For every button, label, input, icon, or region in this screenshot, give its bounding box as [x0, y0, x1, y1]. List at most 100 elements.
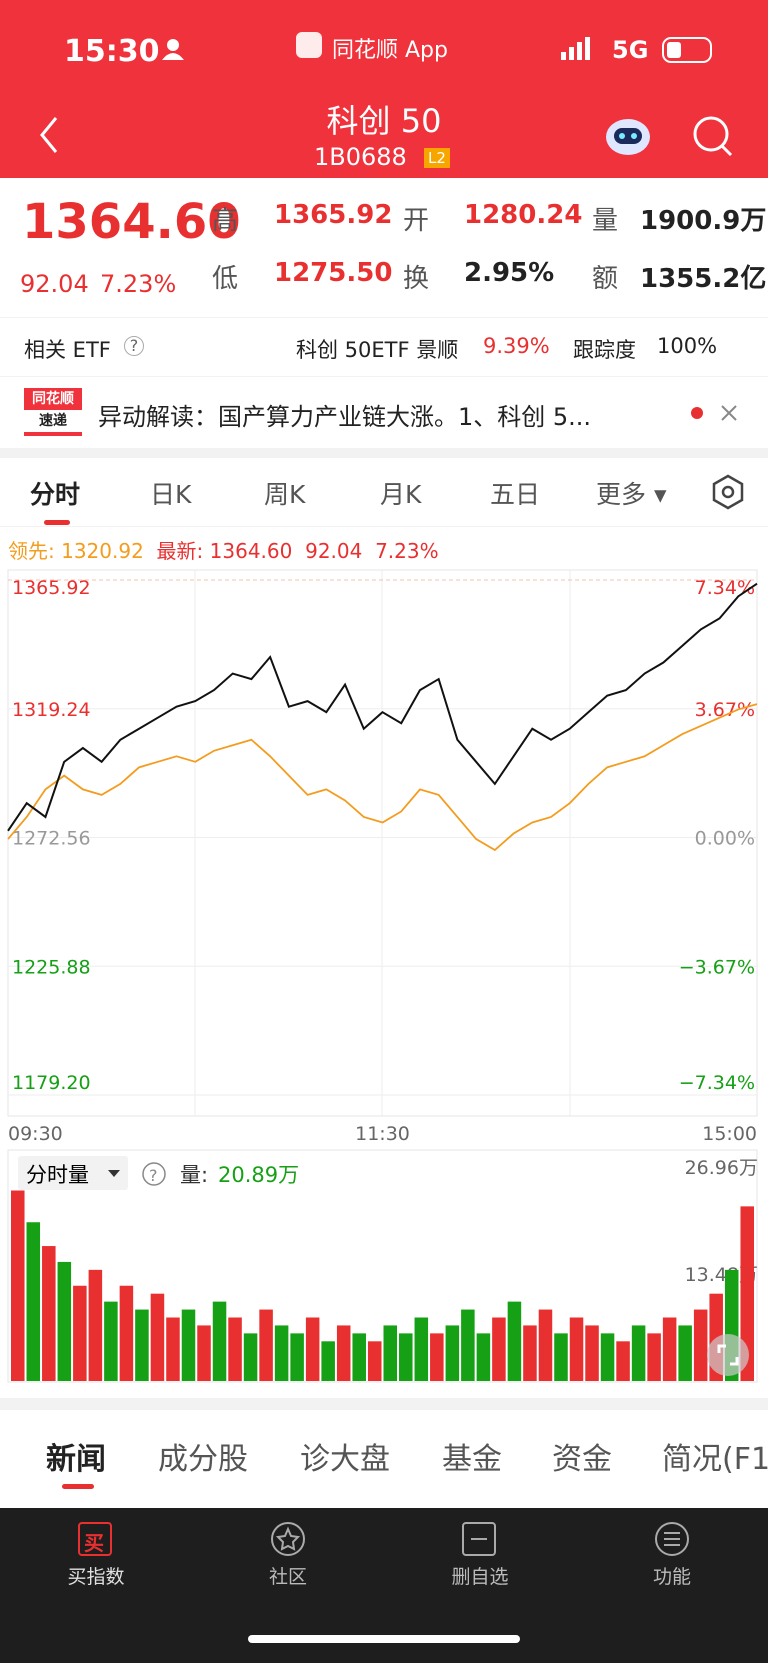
- settings[interactable]: [710, 474, 746, 510]
- etf-name[interactable]: 科创 50ETF 景顺: [296, 338, 459, 362]
- y2-tick-label: 7.34%: [695, 577, 755, 599]
- volume-tick-label: 26.96万: [685, 1157, 758, 1179]
- track-label: 跟踪度: [573, 338, 636, 362]
- volume-bar: [678, 1325, 692, 1381]
- field-label: 低: [212, 264, 239, 294]
- code: 1B0688: [314, 143, 407, 171]
- volume-bar: [243, 1333, 258, 1381]
- header-icons: [40, 32, 733, 157]
- field-label: 额: [592, 264, 619, 294]
- volume-bar: [367, 1341, 382, 1381]
- tab[interactable]: 五日: [490, 480, 541, 509]
- svg-text:?: ?: [149, 1166, 158, 1185]
- y2-tick-label: 0.00%: [695, 828, 755, 850]
- lead: 1320.92: [61, 539, 144, 563]
- volume-bar: [259, 1309, 273, 1381]
- volume-bar: [600, 1333, 615, 1381]
- volume-bar: [631, 1325, 646, 1381]
- volume-bar: [662, 1317, 677, 1381]
- news-tab[interactable]: 简况(F1: [662, 1442, 768, 1477]
- tab[interactable]: 分时: [30, 480, 81, 509]
- y2-tick-label: 3.67%: [695, 699, 755, 721]
- clock: 15:30: [64, 34, 160, 69]
- nav-label[interactable]: 社区: [268, 1566, 307, 1588]
- nav-icon-text: 买: [84, 1531, 104, 1555]
- chart: 分时量 ? 量: 20.89万 1365.92 1319.24 1272.56 122…: [7, 569, 758, 1383]
- pct: 7.23%: [100, 270, 177, 298]
- volume-bar: [336, 1325, 351, 1381]
- volume-bar: [57, 1261, 72, 1381]
- volume-bar: [616, 1341, 630, 1381]
- tab[interactable]: 更多 ▾: [596, 480, 667, 509]
- field-value: 1900.9万: [640, 206, 767, 236]
- news-tab[interactable]: 基金: [442, 1442, 502, 1477]
- help[interactable]: ?: [124, 336, 144, 356]
- tab[interactable]: 日K: [150, 480, 192, 509]
- volume-bar: [305, 1317, 320, 1381]
- back[interactable]: [40, 117, 58, 153]
- nav-label[interactable]: 买指数: [67, 1566, 125, 1588]
- volume-bar: [352, 1333, 366, 1381]
- volume-bar: [492, 1317, 506, 1381]
- volume-bar: [740, 1206, 754, 1381]
- field-label: 开: [403, 206, 430, 236]
- x-tick-label: 15:00: [702, 1123, 757, 1145]
- etf-pct: 9.39%: [483, 334, 550, 358]
- volume-bar: [228, 1317, 242, 1381]
- fullscreen[interactable]: [706, 1333, 750, 1377]
- nav-label[interactable]: 删自选: [451, 1566, 509, 1588]
- track: 100%: [657, 334, 718, 358]
- tab[interactable]: 周K: [264, 480, 306, 509]
- price-line: [7, 582, 758, 832]
- volume-bar: [104, 1301, 118, 1381]
- volume-bar: [647, 1333, 661, 1381]
- volume-bar: [523, 1325, 537, 1381]
- field-value: 1280.24: [464, 200, 583, 230]
- volume-bar: [554, 1333, 568, 1381]
- volume-bar: [166, 1317, 180, 1381]
- volume-bar: [274, 1325, 289, 1381]
- volume-value: 20.89万: [218, 1163, 299, 1187]
- price-line: [7, 703, 758, 852]
- volume-bar: [88, 1269, 103, 1381]
- y-tick-label: 1225.88: [12, 956, 91, 978]
- volume-bar: [290, 1333, 304, 1381]
- badge-bottom: 速递: [24, 410, 82, 432]
- volume-bar: [507, 1301, 522, 1381]
- volume-bar: [11, 1190, 25, 1381]
- volume-frame: [7, 1149, 758, 1383]
- tab[interactable]: 月K: [380, 480, 422, 509]
- y-tick-label: 1365.92: [12, 577, 91, 599]
- last: 1364.60: [209, 539, 293, 563]
- volume-bar: [119, 1285, 134, 1381]
- news-badge: 同花顺 速递: [24, 388, 82, 436]
- last-label: 最新:: [156, 539, 204, 563]
- field-label: 换: [403, 264, 430, 294]
- volume-bar: [42, 1246, 56, 1381]
- volume-title: 分时量: [26, 1163, 89, 1187]
- volume-bar: [430, 1333, 444, 1381]
- news-tab[interactable]: 诊大盘: [300, 1442, 390, 1477]
- news-close[interactable]: [680, 398, 740, 428]
- badge-top: 同花顺: [32, 391, 74, 407]
- nav-icons: [78, 1522, 689, 1643]
- field-value: 2.95%: [464, 258, 555, 288]
- volume-bar: [197, 1325, 211, 1381]
- x-tick-label: 09:30: [8, 1123, 63, 1145]
- volume-value-label: 量:: [180, 1163, 208, 1187]
- volume-bar: [538, 1309, 553, 1381]
- news-tab[interactable]: 成分股: [158, 1442, 248, 1477]
- etf-label: 相关 ETF: [24, 338, 111, 362]
- nav-label[interactable]: 功能: [652, 1566, 691, 1588]
- search[interactable]: [693, 116, 729, 152]
- news-text[interactable]: 异动解读：国产算力产业链大涨。1、科创 5...: [98, 403, 592, 431]
- volume-bar: [383, 1325, 398, 1381]
- network: 5G: [612, 36, 649, 64]
- news-tab[interactable]: 新闻: [46, 1442, 106, 1477]
- y-tick-label: 1272.56: [12, 828, 91, 850]
- news-tab[interactable]: 资金: [552, 1442, 612, 1477]
- volume-selector[interactable]: [18, 1156, 128, 1190]
- volume-bar: [321, 1341, 335, 1381]
- volume-bar: [399, 1333, 413, 1381]
